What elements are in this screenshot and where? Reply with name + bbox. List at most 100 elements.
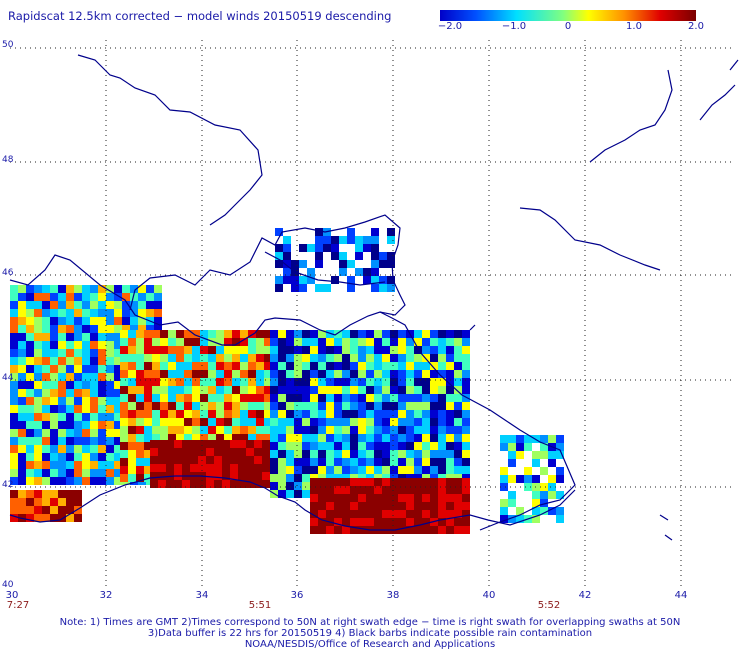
swath-cell bbox=[58, 461, 66, 469]
swath-cell bbox=[446, 370, 454, 378]
swath-cell bbox=[374, 510, 382, 518]
swath-cell bbox=[150, 464, 158, 472]
swath-cell bbox=[382, 386, 390, 394]
swath-cell bbox=[238, 440, 246, 448]
swath-cell bbox=[248, 338, 256, 346]
swath-cell bbox=[224, 386, 232, 394]
swath-cell bbox=[144, 346, 152, 354]
swath-cell bbox=[270, 362, 278, 370]
data-swath bbox=[10, 228, 564, 534]
swath-cell bbox=[291, 260, 299, 268]
swath-cell bbox=[398, 378, 406, 386]
swath-cell bbox=[18, 309, 26, 317]
swath-cell bbox=[438, 418, 446, 426]
swath-cell bbox=[532, 451, 540, 459]
swath-cell bbox=[326, 346, 334, 354]
swath-cell bbox=[42, 373, 50, 381]
swath-cell bbox=[152, 370, 160, 378]
swath-cell bbox=[136, 474, 144, 482]
swath-cell bbox=[318, 434, 326, 442]
swath-cell bbox=[66, 405, 74, 413]
swath-cell bbox=[256, 394, 264, 402]
swath-cell bbox=[42, 365, 50, 373]
swath-cell bbox=[200, 410, 208, 418]
swath-cell bbox=[286, 434, 294, 442]
swath-cell bbox=[283, 236, 291, 244]
swath-cell bbox=[422, 458, 430, 466]
swath-cell bbox=[166, 480, 174, 488]
swath-cell bbox=[524, 467, 532, 475]
swath-cell bbox=[406, 354, 414, 362]
swath-cell bbox=[10, 397, 18, 405]
swath-cell bbox=[334, 494, 342, 502]
swath-cell bbox=[136, 370, 144, 378]
note-line: NOAA/NESDIS/Office of Research and Appli… bbox=[244, 639, 496, 650]
swath-cell bbox=[216, 378, 224, 386]
swath-cell bbox=[58, 506, 66, 514]
swath-cell bbox=[190, 440, 198, 448]
swath-cell bbox=[350, 386, 358, 394]
swath-cell bbox=[398, 434, 406, 442]
swath-cell bbox=[106, 397, 114, 405]
swath-cell bbox=[58, 445, 66, 453]
swath-cell bbox=[302, 354, 310, 362]
swath-cell bbox=[398, 394, 406, 402]
swath-cell bbox=[232, 378, 240, 386]
swath-cell bbox=[294, 434, 302, 442]
swath-cell bbox=[278, 362, 286, 370]
swath-cell bbox=[430, 410, 438, 418]
swath-cell bbox=[98, 453, 106, 461]
swath-cell bbox=[168, 338, 176, 346]
swath-cell bbox=[430, 466, 438, 474]
swath-cell bbox=[294, 346, 302, 354]
swath-cell bbox=[248, 346, 256, 354]
swath-cell bbox=[120, 450, 128, 458]
swath-cell bbox=[374, 486, 382, 494]
swath-cell bbox=[326, 418, 334, 426]
swath-cell bbox=[208, 402, 216, 410]
swath-cell bbox=[192, 330, 200, 338]
swath-cell bbox=[371, 276, 379, 284]
swath-cell bbox=[454, 354, 462, 362]
swath-cell bbox=[278, 370, 286, 378]
swath-cell bbox=[182, 456, 190, 464]
swath-cell bbox=[256, 434, 264, 442]
swath-cell bbox=[294, 450, 302, 458]
swath-cell bbox=[128, 458, 136, 466]
swath-cell bbox=[398, 458, 406, 466]
swath-cell bbox=[556, 515, 564, 523]
swath-cell bbox=[382, 394, 390, 402]
swath-cell bbox=[262, 456, 270, 464]
swath-cell bbox=[216, 362, 224, 370]
swath-cell bbox=[462, 494, 470, 502]
swath-cell bbox=[438, 518, 446, 526]
swath-cell bbox=[446, 442, 454, 450]
swath-cell bbox=[34, 461, 42, 469]
swath-cell bbox=[152, 402, 160, 410]
swath-cell bbox=[122, 301, 130, 309]
swath-cell bbox=[438, 466, 446, 474]
swath-cell bbox=[58, 490, 66, 498]
swath-cell bbox=[42, 514, 50, 522]
swath-cell bbox=[390, 426, 398, 434]
swath-cell bbox=[208, 410, 216, 418]
swath-cell bbox=[192, 354, 200, 362]
swath-cell bbox=[66, 413, 74, 421]
swath-cell bbox=[438, 338, 446, 346]
swath-cell bbox=[200, 354, 208, 362]
swath-cell bbox=[390, 458, 398, 466]
swath-cell bbox=[286, 346, 294, 354]
swath-cell bbox=[446, 426, 454, 434]
swath-cell bbox=[342, 502, 350, 510]
swath-cell bbox=[374, 378, 382, 386]
swath-cell bbox=[262, 440, 270, 448]
swath-cell bbox=[152, 338, 160, 346]
swath-cell bbox=[114, 285, 122, 293]
swath-cell bbox=[10, 357, 18, 365]
swath-cell bbox=[371, 236, 379, 244]
swath-cell bbox=[184, 354, 192, 362]
swath-cell bbox=[334, 458, 342, 466]
swath-cell bbox=[254, 480, 262, 488]
swath-cell bbox=[26, 373, 34, 381]
swath-cell bbox=[184, 378, 192, 386]
